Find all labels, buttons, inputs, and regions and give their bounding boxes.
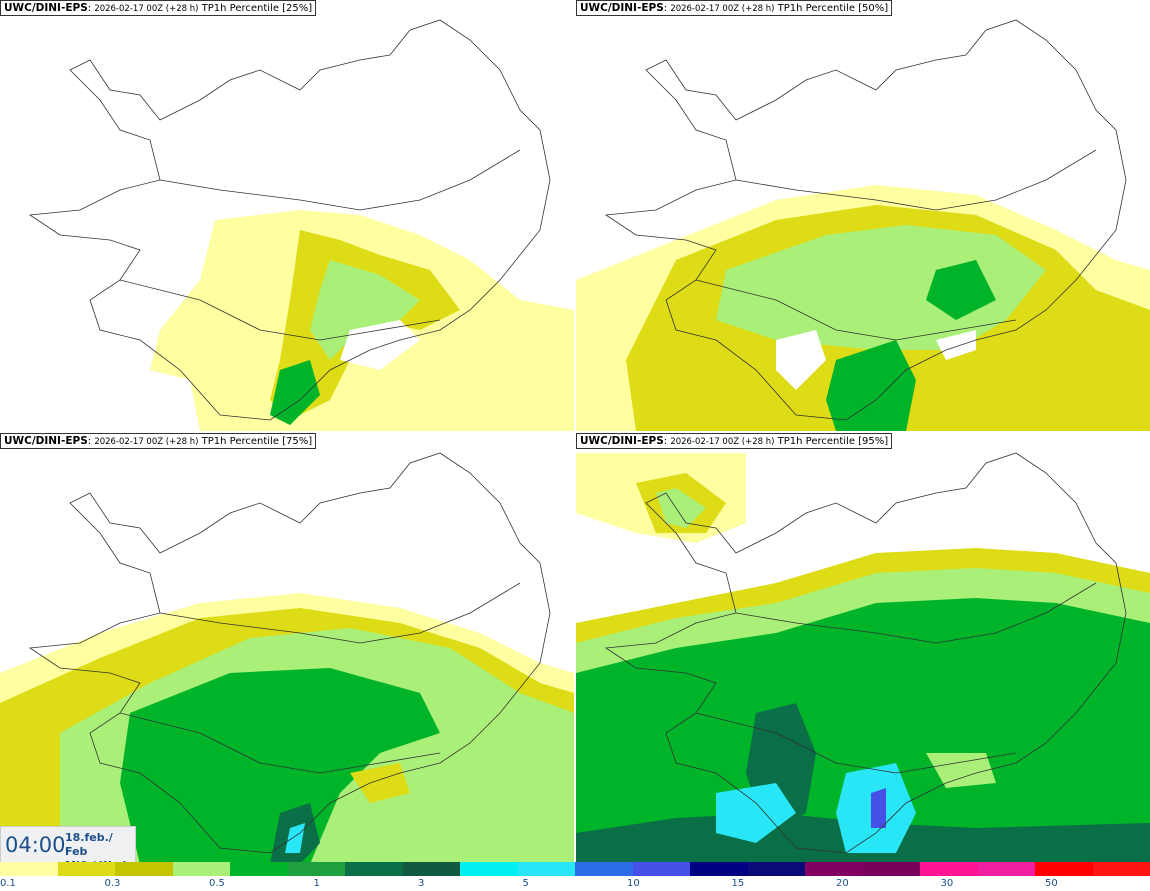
legend-swatch [287, 862, 345, 876]
coastline [604, 19, 1127, 421]
legend-swatch [402, 862, 460, 876]
color-legend: 0.1 0.3 0.5 1 3 5 10 15 20 30 50 [0, 862, 1150, 891]
valid-date-line1: 18.feb./ Feb [65, 831, 113, 858]
coastline [604, 452, 1127, 854]
legend-tick-label: 10 [627, 878, 640, 889]
panel-title: UWC/DINI-EPS: 2026-02-17 00Z (+28 h) TP1… [0, 0, 317, 16]
valid-time-box: 04:00 18.feb./ Feb Mið./ Wed [0, 826, 136, 872]
legend-swatch [920, 862, 978, 876]
panel-divider-horizontal [0, 431, 1150, 433]
valid-time: 04:00 [5, 833, 66, 857]
legend-swatch [172, 862, 230, 876]
map-panel-p25: UWC/DINI-EPS: 2026-02-17 00Z (+28 h) TP1… [0, 0, 574, 431]
legend-swatch [690, 862, 748, 876]
legend-tick-label: 50 [1045, 878, 1058, 889]
legend-swatch [1092, 862, 1150, 876]
legend-tick-label: 3 [418, 878, 425, 889]
legend-swatch [57, 862, 115, 876]
legend-tick-label: 0.5 [209, 878, 225, 889]
legend-tick-label: 15 [731, 878, 745, 889]
legend-swatch [977, 862, 1035, 876]
legend-tick-label: 20 [836, 878, 849, 889]
legend-tick-label: 0.3 [104, 878, 121, 889]
legend-swatch [862, 862, 920, 876]
coastline [28, 452, 551, 854]
legend-color-bar [0, 862, 1150, 876]
legend-swatch [747, 862, 805, 876]
legend-swatch [575, 862, 633, 876]
legend-tick-label: 30 [940, 878, 954, 889]
panel-title: UWC/DINI-EPS: 2026-02-17 00Z (+28 h) TP1… [576, 433, 893, 449]
legend-swatch [632, 862, 690, 876]
coastline [28, 19, 551, 421]
legend-swatch [345, 862, 403, 876]
legend-swatch [0, 862, 58, 876]
legend-swatch [517, 862, 575, 876]
legend-swatch [460, 862, 518, 876]
legend-swatch [230, 862, 288, 876]
precip-map-p25 [28, 19, 574, 431]
legend-swatch [1035, 862, 1093, 876]
legend-ticks: 0.1 0.3 0.5 1 3 5 10 15 20 30 50 [0, 876, 1150, 891]
legend-swatch [115, 862, 173, 876]
map-panel-p50: UWC/DINI-EPS: 2026-02-17 00Z (+28 h) TP1… [576, 0, 1150, 431]
legend-swatch [805, 862, 863, 876]
legend-tick-label: 0.1 [0, 878, 16, 889]
legend-tick-label: 5 [522, 878, 529, 889]
precip-map-p75 [0, 452, 574, 864]
precip-map-p95 [576, 452, 1150, 864]
precip-map-p50 [576, 19, 1150, 431]
panel-title: UWC/DINI-EPS: 2026-02-17 00Z (+28 h) TP1… [576, 0, 893, 16]
map-panel-p75: UWC/DINI-EPS: 2026-02-17 00Z (+28 h) TP1… [0, 433, 574, 864]
map-panel-p95: UWC/DINI-EPS: 2026-02-17 00Z (+28 h) TP1… [576, 433, 1150, 864]
panel-title: UWC/DINI-EPS: 2026-02-17 00Z (+28 h) TP1… [0, 433, 317, 449]
legend-tick-label: 1 [313, 878, 320, 889]
